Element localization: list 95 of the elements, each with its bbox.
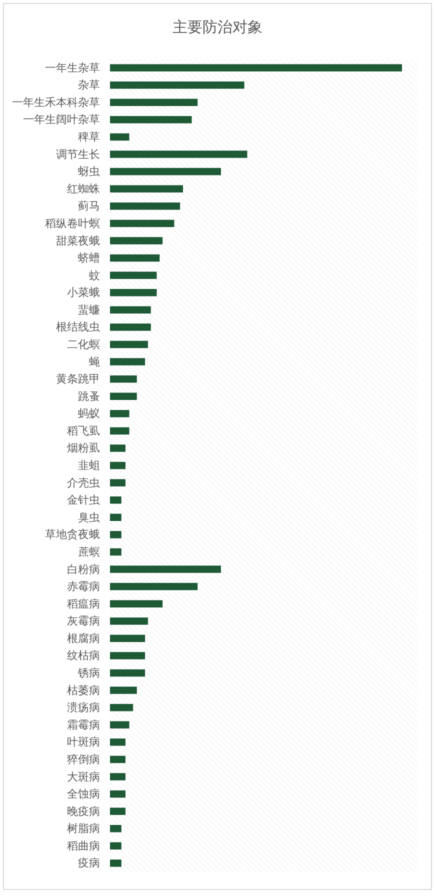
bar [110,98,198,106]
bar [110,116,192,124]
bar [110,340,148,348]
y-tick-label: 蝇 [89,355,100,368]
bar [110,704,134,712]
y-tick-label: 韭蛆 [78,459,100,472]
bar [110,756,126,764]
y-tick-label: 蚜虫 [78,165,100,178]
bar [110,773,126,780]
y-tick-label: 赤霉病 [67,580,100,594]
bar [110,358,146,366]
y-tick-label: 猝倒病 [67,752,100,766]
y-tick-label: 草地贪夜蛾 [45,528,100,542]
y-tick-label: 稻曲病 [67,839,100,852]
y-tick-label: 臭虫 [78,510,100,524]
bar [110,634,146,642]
y-tick-label: 介壳虫 [67,476,100,490]
bar [110,427,130,435]
bar [110,686,137,694]
bar [110,824,122,832]
bar [110,808,126,815]
y-tick-label: 蚊 [89,268,100,282]
y-tick-label: 烟粉虱 [67,442,100,455]
y-tick-label: 叶斑病 [67,736,100,749]
bar [110,721,130,728]
bar [110,133,130,141]
bar [110,548,122,556]
y-tick-label: 蚂蚁 [78,407,100,420]
y-tick-label: 调节生长 [56,148,100,161]
y-tick-label: 蔗螟 [78,545,100,558]
chart-title: 主要防治对象 [172,18,262,36]
y-tick-label: 杂草 [78,78,100,92]
y-tick-label: 晚疫病 [67,804,100,818]
bar [110,582,198,590]
bar [110,254,160,262]
y-tick-label: 稻飞虱 [67,424,100,438]
bar [110,738,126,746]
y-tick-label: 二化螟 [67,338,100,351]
y-tick-label: 甜菜夜蛾 [56,234,100,248]
bar [110,150,248,158]
bar [110,81,244,89]
bar [110,842,122,850]
y-tick-label: 白粉病 [67,562,100,576]
y-tick-label: 根腐病 [67,632,100,645]
y-tick-label: 一年生阔叶杂草 [23,113,100,126]
bar [110,220,174,228]
y-tick-label: 根结线虫 [56,320,100,334]
bar [110,860,122,867]
y-tick-label: 小菜蛾 [67,286,100,300]
y-tick-label: 灰霉病 [67,614,100,628]
y-tick-label: 一年生杂草 [45,61,100,74]
bar [110,566,221,573]
bar [110,168,221,176]
bar [110,272,157,279]
y-tick-label: 霜霉病 [67,718,100,732]
y-tick-label: 蓟马 [78,200,100,213]
y-tick-label: 稻纵卷叶螟 [45,216,100,230]
y-tick-label: 蛴螬 [78,252,100,265]
y-tick-label: 树脂病 [67,822,100,836]
bar [110,444,126,452]
bar [110,669,146,677]
bar [110,790,126,798]
y-tick-label: 黄条跳甲 [56,372,100,386]
y-tick-label: 金针虫 [67,494,100,507]
bar [110,410,130,418]
bar [110,202,180,210]
y-tick-label: 稻瘟病 [67,597,100,610]
bar [110,531,122,538]
y-tick-label: 纹枯病 [67,649,100,662]
y-tick-label: 一年生禾本科杂草 [12,96,100,109]
bar [110,652,146,660]
bar [110,237,163,244]
y-tick-label: 疫病 [78,856,100,870]
bar [110,462,126,470]
bar [110,185,183,192]
y-tick-label: 锈病 [77,666,100,680]
y-tick-label: 枯萎病 [67,684,100,697]
y-tick-label: 溃疡病 [67,701,100,714]
bar [110,306,151,314]
bar [110,496,122,504]
bar [110,479,126,486]
bar [110,64,402,72]
bar [110,392,137,400]
y-tick-label: 大斑病 [67,770,100,784]
y-tick-label: 跳蚤 [78,390,100,403]
bar [110,375,137,383]
bar [110,324,151,331]
y-tick-label: 稗草 [78,130,100,144]
y-tick-label: 红蜘蛛 [67,182,100,196]
bar [110,600,163,608]
bar [110,288,157,296]
bar [110,514,122,522]
bar [110,617,148,625]
y-tick-label: 蜚蠊 [78,303,100,316]
y-tick-label: 全蚀病 [67,788,100,801]
